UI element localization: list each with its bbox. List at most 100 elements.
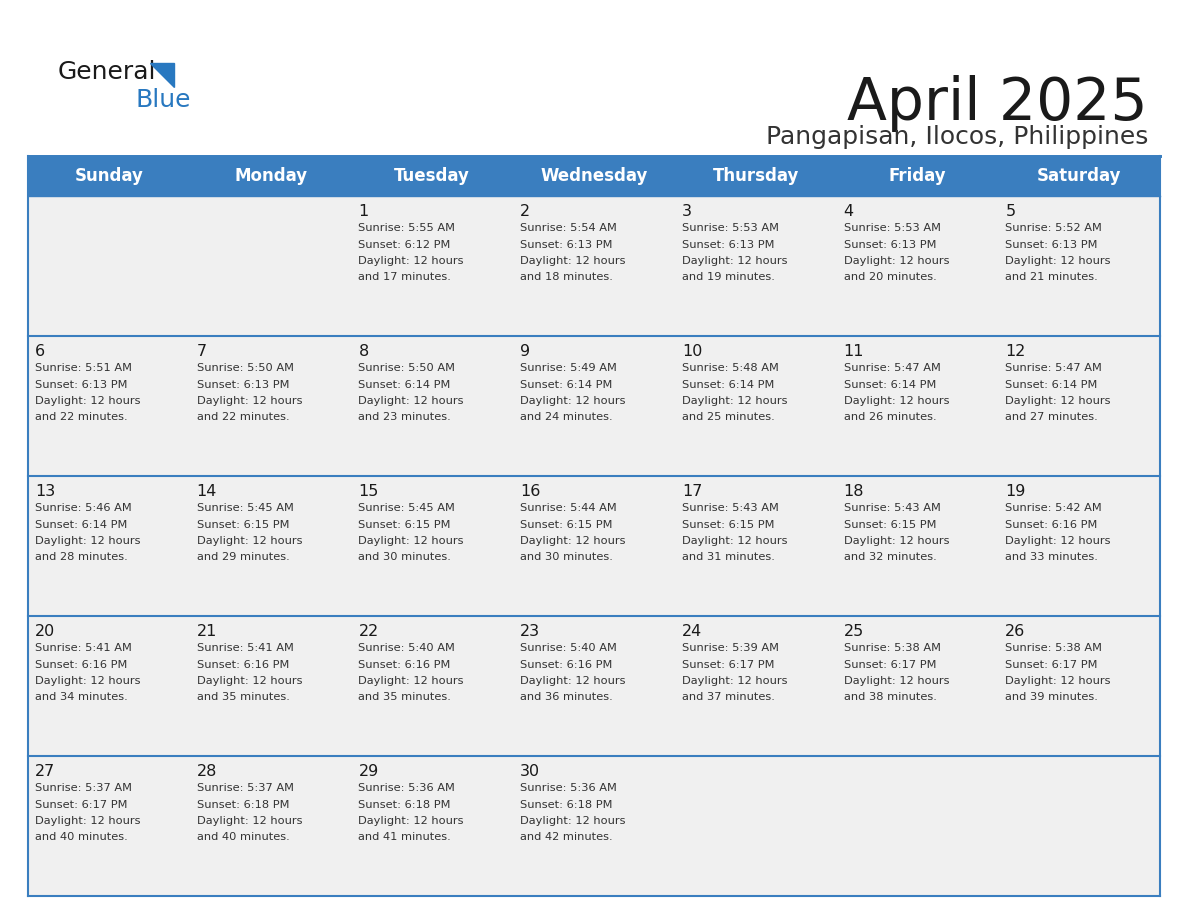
Text: Daylight: 12 hours: Daylight: 12 hours	[682, 676, 788, 686]
Text: Sunrise: 5:50 AM: Sunrise: 5:50 AM	[359, 363, 455, 373]
Text: Daylight: 12 hours: Daylight: 12 hours	[34, 536, 140, 546]
Text: Daylight: 12 hours: Daylight: 12 hours	[843, 256, 949, 266]
Text: Sunset: 6:15 PM: Sunset: 6:15 PM	[682, 520, 775, 530]
Text: Sunset: 6:18 PM: Sunset: 6:18 PM	[197, 800, 289, 810]
Text: and 42 minutes.: and 42 minutes.	[520, 833, 613, 843]
Text: Sunrise: 5:38 AM: Sunrise: 5:38 AM	[843, 643, 941, 653]
Text: Sunrise: 5:45 AM: Sunrise: 5:45 AM	[197, 503, 293, 513]
Text: Sunset: 6:14 PM: Sunset: 6:14 PM	[1005, 379, 1098, 389]
Text: and 31 minutes.: and 31 minutes.	[682, 553, 775, 563]
Text: Sunrise: 5:36 AM: Sunrise: 5:36 AM	[520, 783, 617, 793]
Text: and 18 minutes.: and 18 minutes.	[520, 273, 613, 283]
Text: Sunset: 6:17 PM: Sunset: 6:17 PM	[843, 659, 936, 669]
Text: Sunrise: 5:41 AM: Sunrise: 5:41 AM	[34, 643, 132, 653]
Text: and 28 minutes.: and 28 minutes.	[34, 553, 128, 563]
Bar	[29, 476, 1159, 616]
Text: Sunset: 6:15 PM: Sunset: 6:15 PM	[520, 520, 613, 530]
Text: Sunrise: 5:47 AM: Sunrise: 5:47 AM	[843, 363, 941, 373]
Text: Pangapisan, Ilocos, Philippines: Pangapisan, Ilocos, Philippines	[765, 125, 1148, 149]
Text: Daylight: 12 hours: Daylight: 12 hours	[1005, 256, 1111, 266]
Text: Daylight: 12 hours: Daylight: 12 hours	[359, 816, 465, 826]
Text: Sunday: Sunday	[75, 167, 144, 185]
Text: Wednesday: Wednesday	[541, 167, 647, 185]
Text: 18: 18	[843, 484, 864, 499]
Text: Daylight: 12 hours: Daylight: 12 hours	[520, 396, 626, 406]
Text: 19: 19	[1005, 484, 1025, 499]
Text: 29: 29	[359, 764, 379, 779]
Text: Sunrise: 5:54 AM: Sunrise: 5:54 AM	[520, 223, 617, 233]
Text: Sunset: 6:13 PM: Sunset: 6:13 PM	[682, 240, 775, 250]
Text: 30: 30	[520, 764, 541, 779]
Bar	[29, 616, 1159, 756]
Text: 6: 6	[34, 344, 45, 359]
Text: Sunset: 6:18 PM: Sunset: 6:18 PM	[520, 800, 613, 810]
Text: Daylight: 12 hours: Daylight: 12 hours	[359, 396, 465, 406]
Text: Sunrise: 5:41 AM: Sunrise: 5:41 AM	[197, 643, 293, 653]
Text: 22: 22	[359, 624, 379, 639]
Text: Sunset: 6:15 PM: Sunset: 6:15 PM	[197, 520, 289, 530]
Text: Saturday: Saturday	[1037, 167, 1121, 185]
Text: and 30 minutes.: and 30 minutes.	[520, 553, 613, 563]
Text: Sunrise: 5:42 AM: Sunrise: 5:42 AM	[1005, 503, 1102, 513]
Text: Sunrise: 5:40 AM: Sunrise: 5:40 AM	[359, 643, 455, 653]
Text: 15: 15	[359, 484, 379, 499]
Text: Sunset: 6:16 PM: Sunset: 6:16 PM	[34, 659, 127, 669]
Text: and 39 minutes.: and 39 minutes.	[1005, 692, 1098, 702]
Text: Daylight: 12 hours: Daylight: 12 hours	[34, 676, 140, 686]
Text: Daylight: 12 hours: Daylight: 12 hours	[1005, 536, 1111, 546]
Text: 21: 21	[197, 624, 217, 639]
Text: and 24 minutes.: and 24 minutes.	[520, 412, 613, 422]
Text: Sunset: 6:16 PM: Sunset: 6:16 PM	[359, 659, 450, 669]
Text: Sunset: 6:14 PM: Sunset: 6:14 PM	[682, 379, 775, 389]
Text: and 35 minutes.: and 35 minutes.	[197, 692, 290, 702]
Text: Daylight: 12 hours: Daylight: 12 hours	[520, 816, 626, 826]
Text: April 2025: April 2025	[847, 75, 1148, 132]
Polygon shape	[150, 63, 173, 87]
Text: and 35 minutes.: and 35 minutes.	[359, 692, 451, 702]
Text: and 32 minutes.: and 32 minutes.	[843, 553, 936, 563]
Text: Sunrise: 5:44 AM: Sunrise: 5:44 AM	[520, 503, 617, 513]
Text: Sunrise: 5:53 AM: Sunrise: 5:53 AM	[682, 223, 779, 233]
Text: Sunset: 6:13 PM: Sunset: 6:13 PM	[520, 240, 613, 250]
Text: 28: 28	[197, 764, 217, 779]
Bar	[29, 196, 1159, 336]
Text: 25: 25	[843, 624, 864, 639]
Text: Sunrise: 5:39 AM: Sunrise: 5:39 AM	[682, 643, 779, 653]
Text: Daylight: 12 hours: Daylight: 12 hours	[843, 676, 949, 686]
Text: Sunrise: 5:45 AM: Sunrise: 5:45 AM	[359, 503, 455, 513]
Text: Tuesday: Tuesday	[394, 167, 470, 185]
Text: Sunset: 6:12 PM: Sunset: 6:12 PM	[359, 240, 450, 250]
Text: Sunset: 6:18 PM: Sunset: 6:18 PM	[359, 800, 451, 810]
Text: 13: 13	[34, 484, 56, 499]
Text: and 37 minutes.: and 37 minutes.	[682, 692, 775, 702]
Text: and 40 minutes.: and 40 minutes.	[197, 833, 290, 843]
Text: Monday: Monday	[234, 167, 308, 185]
Text: Sunrise: 5:47 AM: Sunrise: 5:47 AM	[1005, 363, 1102, 373]
Text: Sunrise: 5:46 AM: Sunrise: 5:46 AM	[34, 503, 132, 513]
Text: General: General	[58, 60, 157, 84]
Text: 5: 5	[1005, 204, 1016, 219]
Text: Daylight: 12 hours: Daylight: 12 hours	[197, 536, 302, 546]
Text: and 26 minutes.: and 26 minutes.	[843, 412, 936, 422]
Text: Daylight: 12 hours: Daylight: 12 hours	[520, 536, 626, 546]
Text: Thursday: Thursday	[713, 167, 798, 185]
Text: Sunset: 6:16 PM: Sunset: 6:16 PM	[197, 659, 289, 669]
Text: and 22 minutes.: and 22 minutes.	[34, 412, 127, 422]
Text: Sunset: 6:13 PM: Sunset: 6:13 PM	[197, 379, 289, 389]
Text: and 25 minutes.: and 25 minutes.	[682, 412, 775, 422]
Text: Sunrise: 5:37 AM: Sunrise: 5:37 AM	[197, 783, 293, 793]
Text: Sunset: 6:17 PM: Sunset: 6:17 PM	[1005, 659, 1098, 669]
Text: Sunrise: 5:48 AM: Sunrise: 5:48 AM	[682, 363, 778, 373]
Text: Sunset: 6:14 PM: Sunset: 6:14 PM	[359, 379, 450, 389]
Text: Daylight: 12 hours: Daylight: 12 hours	[197, 396, 302, 406]
Text: and 22 minutes.: and 22 minutes.	[197, 412, 290, 422]
Text: Sunrise: 5:50 AM: Sunrise: 5:50 AM	[197, 363, 293, 373]
Text: 14: 14	[197, 484, 217, 499]
Text: 23: 23	[520, 624, 541, 639]
Text: 10: 10	[682, 344, 702, 359]
Text: 24: 24	[682, 624, 702, 639]
Text: Sunrise: 5:43 AM: Sunrise: 5:43 AM	[682, 503, 778, 513]
Text: Daylight: 12 hours: Daylight: 12 hours	[682, 536, 788, 546]
Text: Daylight: 12 hours: Daylight: 12 hours	[682, 396, 788, 406]
Text: 26: 26	[1005, 624, 1025, 639]
